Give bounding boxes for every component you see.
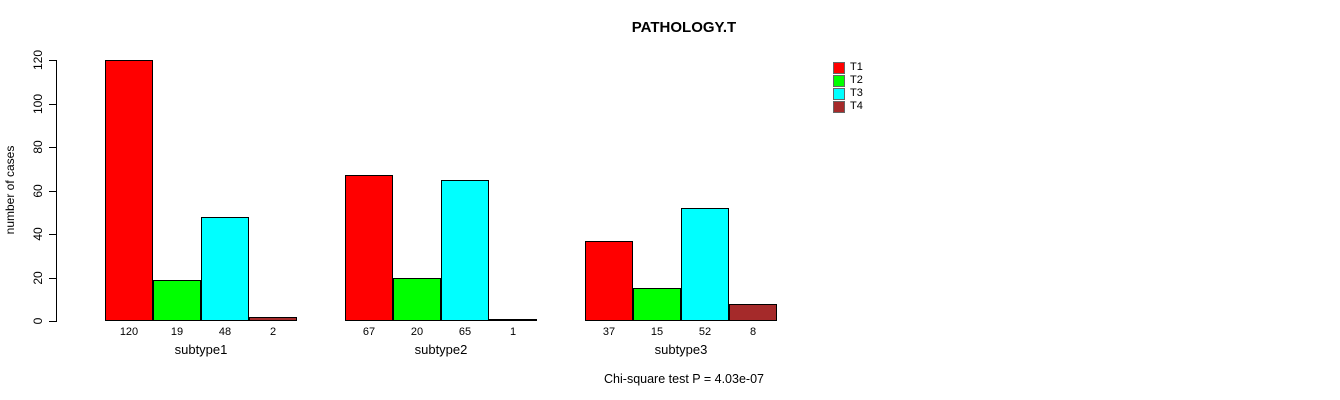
- y-axis-tick: [49, 277, 56, 279]
- chi-square-annotation: Chi-square test P = 4.03e-07: [604, 372, 764, 386]
- y-axis-tick: [49, 190, 56, 192]
- bar-T4-subtype2: [489, 318, 537, 321]
- bar-value-label: 8: [749, 326, 757, 338]
- legend-item-T2: T2: [833, 74, 863, 87]
- y-tick-label: 40: [31, 227, 45, 241]
- bar-value-label: 15: [650, 326, 664, 338]
- bar-value-label: 65: [458, 326, 472, 338]
- bar-T1-subtype2: [345, 175, 393, 321]
- bar-T4-subtype3: [729, 303, 777, 321]
- x-category-label-subtype2: subtype2: [414, 342, 468, 357]
- bar-value-label: 48: [218, 326, 232, 338]
- legend-item-T3: T3: [833, 87, 863, 100]
- y-tick-label: 0: [31, 317, 45, 325]
- legend-swatch-T3: [833, 87, 845, 100]
- bar-value-label: 2: [269, 326, 277, 338]
- bar-T3-subtype2: [441, 179, 489, 321]
- legend-label: T2: [850, 74, 863, 86]
- bar-T1-subtype3: [585, 240, 633, 321]
- y-tick-label: 120: [31, 49, 45, 71]
- y-axis-label: number of cases: [3, 145, 17, 235]
- bar-T3-subtype3: [681, 207, 729, 321]
- bar-T2-subtype1: [153, 279, 201, 321]
- bar-T3-subtype1: [201, 216, 249, 321]
- legend-item-T1: T1: [833, 61, 863, 74]
- chart-title: PATHOLOGY.T: [631, 19, 737, 36]
- bar-T1-subtype1: [105, 60, 153, 321]
- y-tick-label: 100: [31, 93, 45, 114]
- legend-swatch-T1: [833, 61, 845, 74]
- bar-T2-subtype2: [393, 277, 441, 321]
- legend-label: T4: [850, 100, 863, 112]
- legend-label: T1: [850, 61, 863, 73]
- bar-T2-subtype3: [633, 288, 681, 321]
- y-axis-tick: [49, 321, 56, 322]
- bar-value-label: 1: [509, 326, 517, 338]
- bar-value-label: 52: [698, 326, 712, 338]
- legend-swatch-T2: [833, 74, 845, 87]
- bar-value-label: 20: [410, 326, 424, 338]
- y-axis-tick: [49, 103, 56, 105]
- y-axis-tick: [49, 234, 56, 235]
- legend-swatch-T4: [833, 100, 845, 113]
- bar-value-label: 120: [119, 326, 139, 338]
- legend-item-T4: T4: [833, 100, 863, 113]
- bar-value-label: 67: [362, 326, 376, 338]
- bar-value-label: 19: [170, 326, 184, 338]
- y-tick-label: 80: [31, 140, 45, 154]
- y-axis-tick: [49, 147, 56, 148]
- y-axis-line: [56, 60, 57, 322]
- bar-T4-subtype1: [249, 316, 297, 321]
- x-category-label-subtype1: subtype1: [174, 342, 228, 357]
- legend-label: T3: [850, 87, 863, 99]
- legend: T1 T2 T3 T4: [833, 61, 863, 113]
- y-tick-label: 60: [31, 183, 45, 198]
- y-tick-label: 20: [31, 270, 45, 285]
- y-axis-tick: [49, 60, 56, 61]
- bar-value-label: 37: [602, 326, 616, 338]
- x-category-label-subtype3: subtype3: [654, 342, 708, 357]
